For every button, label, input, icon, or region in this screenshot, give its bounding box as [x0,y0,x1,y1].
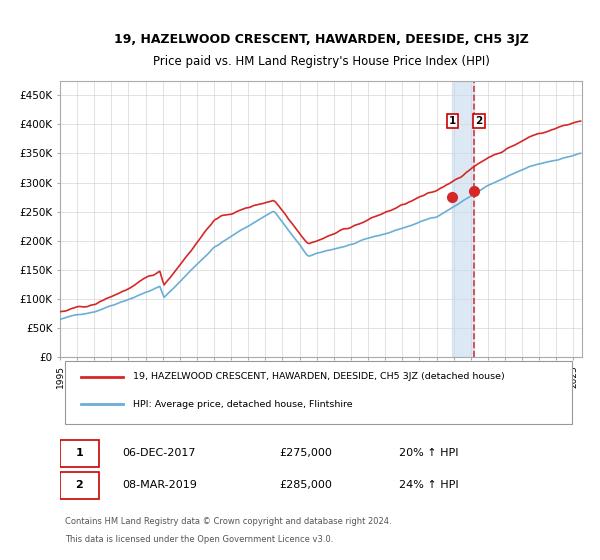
Text: Price paid vs. HM Land Registry's House Price Index (HPI): Price paid vs. HM Land Registry's House … [152,55,490,68]
Text: 08-MAR-2019: 08-MAR-2019 [122,480,197,490]
Text: 19, HAZELWOOD CRESCENT, HAWARDEN, DEESIDE, CH5 3JZ: 19, HAZELWOOD CRESCENT, HAWARDEN, DEESID… [113,32,529,46]
Text: 2: 2 [476,116,483,127]
Text: 06-DEC-2017: 06-DEC-2017 [122,449,196,458]
Text: 1: 1 [449,116,456,127]
Text: 19, HAZELWOOD CRESCENT, HAWARDEN, DEESIDE, CH5 3JZ (detached house): 19, HAZELWOOD CRESCENT, HAWARDEN, DEESID… [133,372,505,381]
Text: £275,000: £275,000 [279,449,332,458]
Bar [452,81,474,357]
Text: 1: 1 [76,449,83,458]
Text: 20% ↑ HPI: 20% ↑ HPI [400,449,459,458]
FancyBboxPatch shape [60,440,99,467]
Text: Contains HM Land Registry data © Crown copyright and database right 2024.: Contains HM Land Registry data © Crown c… [65,517,392,526]
Text: HPI: Average price, detached house, Flintshire: HPI: Average price, detached house, Flin… [133,400,353,409]
Text: 24% ↑ HPI: 24% ↑ HPI [400,480,459,490]
FancyBboxPatch shape [60,472,99,498]
Text: 2: 2 [76,480,83,490]
FancyBboxPatch shape [65,361,572,424]
Text: £285,000: £285,000 [279,480,332,490]
Text: This data is licensed under the Open Government Licence v3.0.: This data is licensed under the Open Gov… [65,534,334,544]
